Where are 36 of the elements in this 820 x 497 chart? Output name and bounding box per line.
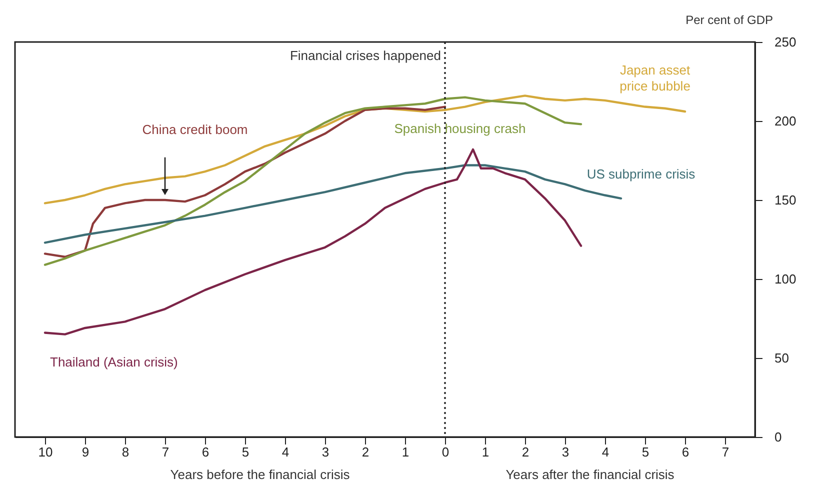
- x-tick-label: 7: [162, 444, 170, 460]
- line-series: [44, 96, 582, 266]
- x-tick-label: 2: [362, 444, 370, 460]
- x-tick-label: 6: [202, 444, 210, 460]
- line-series: [44, 148, 582, 336]
- y-tick-label: 100: [774, 272, 796, 286]
- x-tick-label: 5: [642, 444, 650, 460]
- x-tick-label: 5: [242, 444, 250, 460]
- x-tick-label: 1: [482, 444, 490, 460]
- x-tick-label: 4: [602, 444, 610, 460]
- y-tick-label: 0: [774, 430, 782, 444]
- x-tick-label: 2: [522, 444, 530, 460]
- text: Years after the financial crisis: [506, 467, 675, 482]
- x-tick-label: 0: [442, 444, 450, 460]
- series-label: US subprime crisis: [586, 166, 696, 182]
- ref-line-label: Financial crises happened: [290, 48, 441, 63]
- x-tick-label: 3: [322, 444, 330, 460]
- y-tick-label: 50: [774, 350, 789, 366]
- text: China credit boom: [142, 122, 248, 137]
- line-series: [44, 106, 446, 258]
- y-tick-label: 250: [774, 34, 796, 50]
- text: Years before the financial crisis: [170, 467, 350, 482]
- series-label: Japan asset price bubble: [620, 62, 690, 94]
- x-tick-label: 9: [82, 444, 90, 460]
- y-tick-label: 150: [774, 192, 796, 208]
- x-tick-label: 1: [402, 444, 410, 460]
- x-tick-label: 10: [38, 444, 53, 460]
- series-label: Thailand (Asian crisis): [50, 354, 178, 370]
- x-tick-label: 6: [682, 444, 690, 460]
- y-axis-title: Per cent of GDP: [686, 13, 773, 27]
- x-tick-label: 3: [562, 444, 570, 460]
- x-tick-label: 7: [722, 444, 730, 460]
- x-tick-label: 8: [122, 444, 130, 460]
- x-tick-label: 4: [282, 444, 290, 460]
- series-label: Spanish housing crash: [394, 120, 526, 136]
- y-tick-label: 200: [774, 114, 796, 128]
